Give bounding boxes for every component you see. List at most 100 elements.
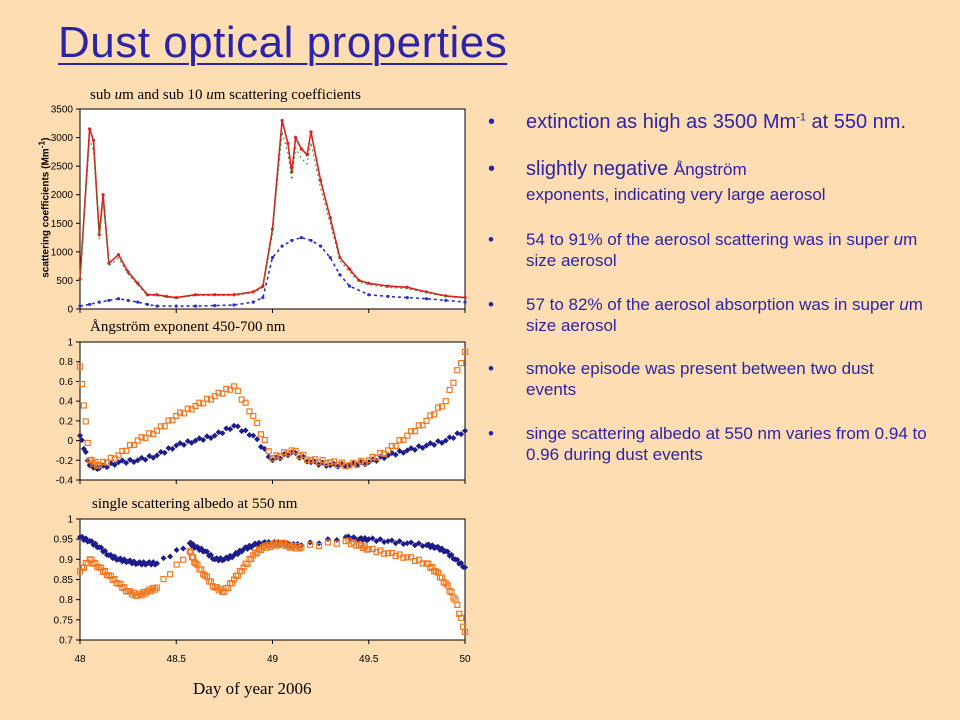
data-point <box>250 412 257 420</box>
data-point <box>377 449 384 457</box>
data-point <box>304 456 311 463</box>
data-point <box>461 348 469 355</box>
data-point <box>434 404 442 411</box>
data-point <box>419 422 426 429</box>
xtick-label: 49.5 <box>359 654 379 665</box>
data-point <box>77 432 83 439</box>
data-point <box>261 295 265 300</box>
data-point <box>188 406 195 413</box>
data-point <box>381 450 388 457</box>
data-point <box>200 436 207 443</box>
data-point <box>215 429 222 436</box>
data-point <box>219 430 226 437</box>
data-point <box>419 444 426 451</box>
data-point <box>280 449 288 456</box>
data-point <box>196 399 203 406</box>
data-point <box>367 293 371 297</box>
data-point <box>446 386 453 394</box>
ytick-label: 0.95 <box>54 535 74 546</box>
xtick-label: 50 <box>459 654 471 665</box>
data-point <box>177 409 184 416</box>
data-point <box>246 408 253 415</box>
series-line-green <box>79 131 466 299</box>
data-point <box>88 127 92 131</box>
data-point <box>180 556 187 563</box>
data-point <box>400 554 407 561</box>
ytick-label: 0.9 <box>59 555 73 566</box>
data-point <box>97 300 101 304</box>
data-point <box>88 302 92 307</box>
data-point <box>160 575 167 583</box>
data-point <box>331 458 338 465</box>
data-point <box>193 304 198 308</box>
bullet-angstrom: • slightly negative Ångström exponents, in… <box>488 158 826 204</box>
data-point <box>232 303 236 307</box>
slide-title: Dust optical properties <box>58 18 508 67</box>
data-point <box>299 235 303 240</box>
data-point <box>454 601 461 609</box>
data-point <box>157 423 164 430</box>
x-axis-label: Day of year 2006 <box>193 679 312 698</box>
data-point <box>408 554 415 561</box>
data-point <box>123 459 130 466</box>
data-point <box>145 302 149 307</box>
data-point <box>173 547 180 554</box>
data-point <box>458 431 465 438</box>
bullet-dot-icon: • <box>488 230 494 249</box>
ytick-label: 0 <box>67 305 73 316</box>
ytick-label: 1 <box>67 515 73 526</box>
data-point <box>160 555 167 562</box>
data-point <box>111 461 118 468</box>
data-point <box>373 548 380 556</box>
data-point <box>392 451 399 458</box>
data-point <box>250 432 257 439</box>
data-point <box>396 437 403 444</box>
data-point <box>238 428 245 435</box>
bullet-absorption: • 57 to 82% of the aerosol absorption was… <box>488 294 923 335</box>
data-point <box>174 304 178 308</box>
data-point <box>238 396 245 403</box>
data-point <box>161 449 168 456</box>
data-point <box>365 457 372 464</box>
data-point <box>134 457 141 464</box>
bullet-albedo: • singe scattering albedo at 550 nm varie… <box>488 423 927 464</box>
data-point <box>431 411 438 418</box>
data-point <box>78 380 86 388</box>
panel2-title: Ångström exponent 450-700 nm <box>90 319 286 335</box>
data-point <box>307 541 314 548</box>
data-point <box>388 442 395 450</box>
data-point <box>136 281 140 285</box>
data-point <box>400 449 407 456</box>
ytick-label: 0 <box>67 436 73 447</box>
ytick-label: 0.6 <box>59 377 73 388</box>
data-point <box>111 455 118 462</box>
data-point <box>365 546 372 553</box>
data-point <box>338 459 345 466</box>
data-point <box>350 459 357 466</box>
bullet-dot-icon: • <box>488 158 496 180</box>
data-point <box>396 551 403 558</box>
ytick-label: 0.85 <box>54 575 74 586</box>
ytick-label: 3500 <box>51 105 74 116</box>
data-point <box>119 447 126 455</box>
data-point <box>261 436 268 444</box>
data-point <box>311 456 318 463</box>
data-point <box>404 554 411 561</box>
data-point <box>411 428 419 435</box>
xtick-label: 49 <box>267 654 279 665</box>
data-point <box>462 427 468 434</box>
data-point <box>130 441 137 449</box>
data-point <box>454 367 461 374</box>
xtick-label: 48.5 <box>167 654 187 665</box>
data-point <box>101 193 105 197</box>
series-line-sub-um <box>79 236 466 307</box>
data-point <box>307 457 315 464</box>
bullet-dot-icon: • <box>488 359 494 378</box>
data-point <box>388 549 395 556</box>
data-point <box>96 462 103 469</box>
data-point <box>392 553 399 560</box>
data-point <box>463 295 467 300</box>
data-point <box>299 147 303 151</box>
data-point <box>211 393 218 400</box>
